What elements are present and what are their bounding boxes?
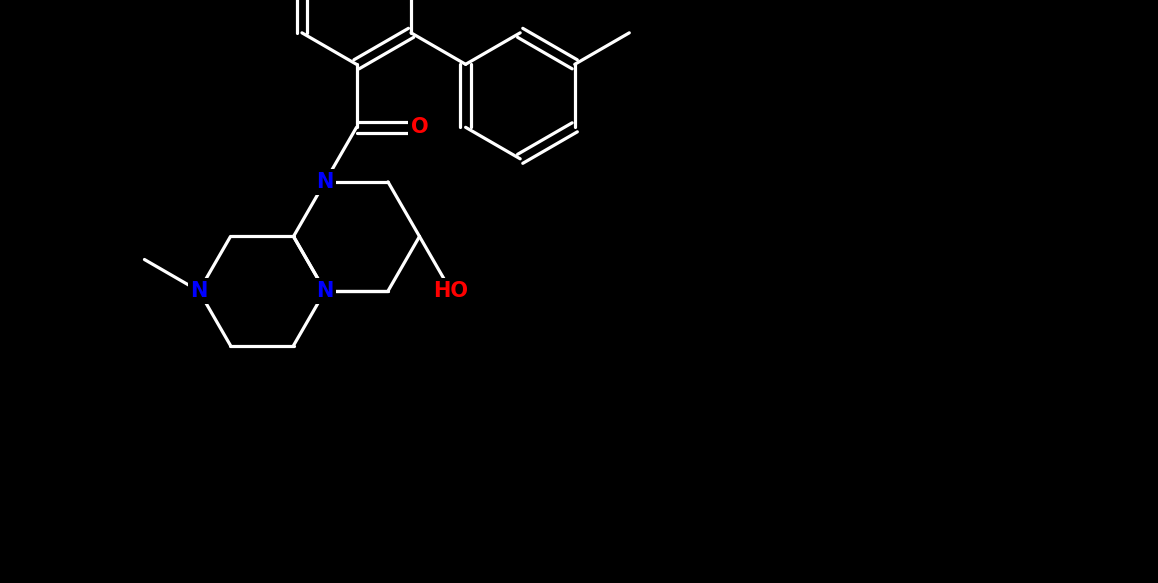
Text: N: N xyxy=(316,172,334,192)
Text: N: N xyxy=(316,281,334,301)
Text: HO: HO xyxy=(433,281,469,301)
Text: N: N xyxy=(190,281,207,301)
Text: O: O xyxy=(411,117,428,138)
